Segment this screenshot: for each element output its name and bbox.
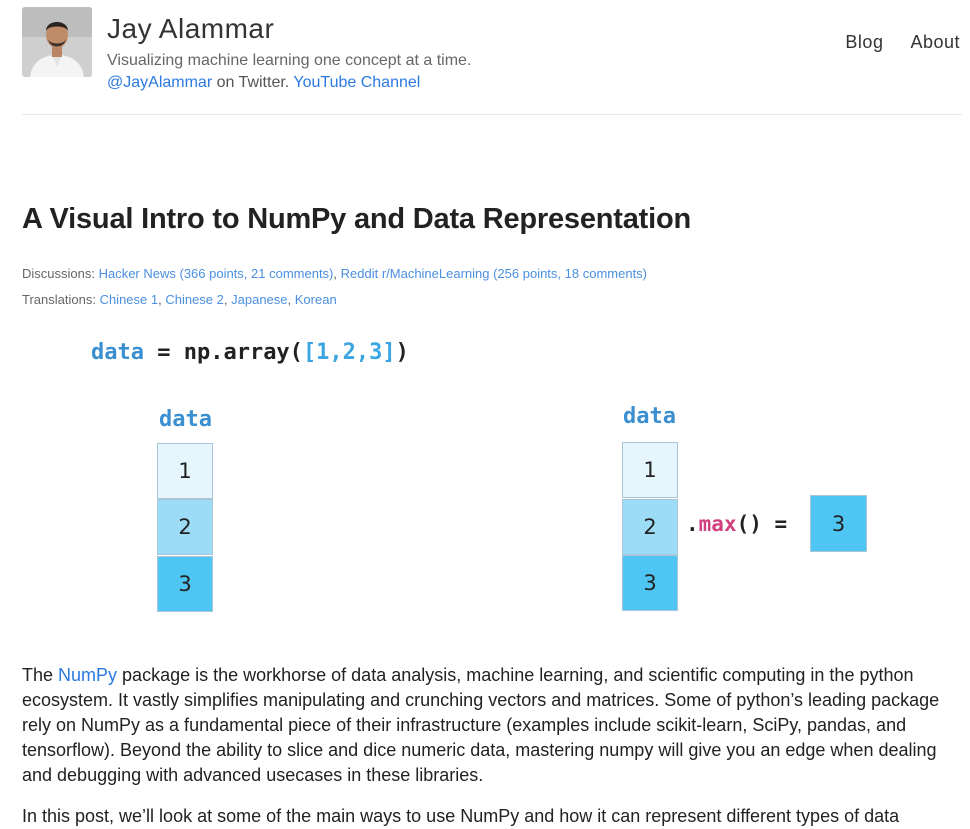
array-label-left: data	[159, 407, 212, 432]
intro-paragraph: The NumPy package is the workhorse of da…	[22, 663, 947, 788]
array-cell-left-3: 3	[157, 556, 213, 612]
translations-label: Translations:	[22, 292, 100, 307]
code-snippet: data = np.array([1,2,3])	[91, 340, 409, 365]
twitter-link[interactable]: @JayAlammar	[107, 74, 213, 91]
nav-about[interactable]: About	[910, 32, 960, 52]
youtube-link[interactable]: YouTube Channel	[293, 74, 421, 91]
code-arg: [1,2,3]	[302, 340, 396, 365]
translation-link[interactable]: Japanese	[231, 292, 288, 307]
translations-line: Translations: Chinese 1, Chinese 2, Japa…	[22, 292, 337, 307]
author-avatar[interactable]	[22, 7, 92, 77]
post-title: A Visual Intro to NumPy and Data Represe…	[22, 203, 691, 235]
discussion-separator: ,	[333, 266, 341, 281]
nav-blog[interactable]: Blog	[845, 32, 884, 52]
translation-separator: ,	[158, 292, 166, 307]
p1-before: The	[22, 665, 59, 685]
social-links: @JayAlammar on Twitter. YouTube Channel	[107, 74, 420, 92]
translation-separator: ,	[223, 292, 232, 307]
op-rest: () =	[736, 512, 788, 536]
discussions-list: Hacker News (366 points, 21 comments), R…	[99, 266, 647, 281]
array-cell-right-2: 2	[622, 499, 678, 555]
op-method: max	[698, 512, 737, 536]
max-operation: .max() =	[686, 512, 787, 536]
twitter-suffix: on Twitter.	[212, 74, 294, 91]
op-dot: .	[686, 512, 699, 536]
site-tagline: Visualizing machine learning one concept…	[107, 52, 472, 69]
translation-separator: ,	[287, 292, 295, 307]
second-paragraph: In this post, we’ll look at some of the …	[22, 806, 900, 826]
array-cell-left-1: 1	[157, 443, 213, 499]
array-cell-left-2: 2	[157, 499, 213, 555]
discussion-link[interactable]: Hacker News (366 points, 21 comments)	[98, 266, 334, 281]
header-divider	[22, 114, 962, 115]
code-close: )	[395, 340, 409, 365]
translation-link[interactable]: Chinese 2	[165, 292, 224, 307]
p1-after: package is the workhorse of data analysi…	[22, 665, 940, 785]
numpy-link[interactable]: NumPy	[58, 665, 118, 685]
author-photo	[22, 7, 92, 77]
translation-link[interactable]: Korean	[294, 292, 337, 307]
translation-link[interactable]: Chinese 1	[99, 292, 159, 307]
translations-list: Chinese 1, Chinese 2, Japanese, Korean	[100, 292, 337, 307]
code-eq: = np.array(	[143, 340, 303, 365]
site-nav: Blog About	[818, 32, 960, 53]
discussions-line: Discussions: Hacker News (366 points, 21…	[22, 266, 647, 281]
max-result-cell: 3	[810, 495, 867, 552]
discussions-label: Discussions:	[22, 266, 99, 281]
array-cell-right-3: 3	[622, 555, 678, 611]
discussion-link[interactable]: Reddit r/MachineLearning (256 points, 18…	[340, 266, 648, 281]
site-title[interactable]: Jay Alammar	[107, 13, 275, 44]
array-cell-right-1: 1	[622, 442, 678, 498]
array-label-right: data	[623, 404, 676, 429]
code-var: data	[91, 340, 144, 365]
